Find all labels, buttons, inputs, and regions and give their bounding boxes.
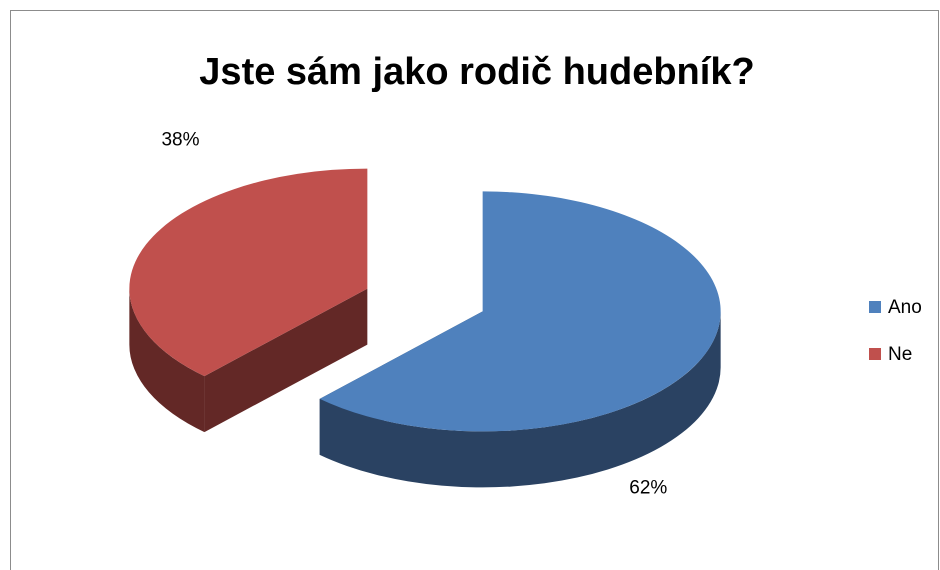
slice-side-ne bbox=[129, 288, 205, 433]
chart-title: Jste sám jako rodič hudebník? bbox=[199, 51, 754, 93]
pie-slices bbox=[129, 168, 721, 488]
data-labels: 62% 38% bbox=[161, 129, 667, 498]
slice-ne bbox=[129, 168, 368, 377]
slice-wall-ne bbox=[204, 288, 368, 433]
legend-label-ne: Ne bbox=[888, 344, 912, 365]
data-label-ne: 38% bbox=[161, 129, 199, 150]
legend: Ano Ne bbox=[869, 297, 922, 365]
legend-label-ano: Ano bbox=[888, 297, 922, 318]
legend-swatch-ne bbox=[869, 348, 881, 360]
legend-swatch-ano bbox=[869, 301, 881, 313]
slice-ano bbox=[319, 191, 721, 432]
data-label-ano: 62% bbox=[629, 477, 667, 498]
slice-side-ano bbox=[319, 311, 721, 488]
